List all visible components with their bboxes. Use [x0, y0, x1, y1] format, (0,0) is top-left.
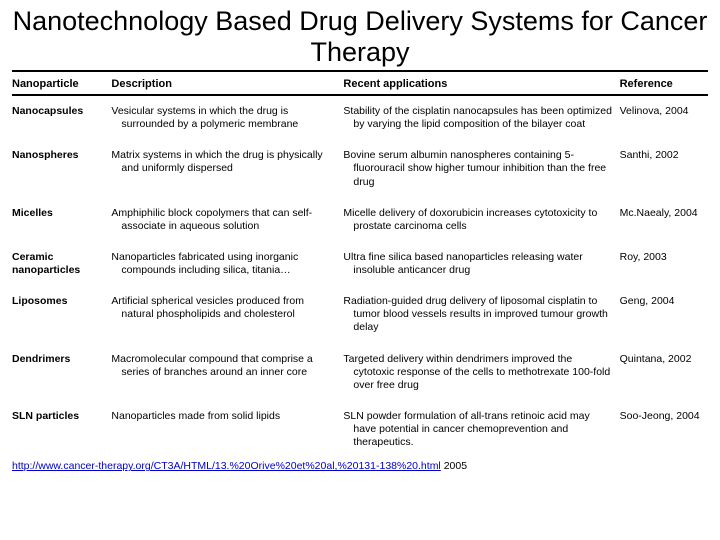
cell-reference: Mc.Naealy, 2004: [620, 198, 708, 242]
cell-nanoparticle: Ceramic nanoparticles: [12, 242, 111, 286]
table-row: Nanocapsules Vesicular systems in which …: [12, 95, 708, 140]
title-rule: [12, 70, 708, 72]
cell-nanoparticle: Micelles: [12, 198, 111, 242]
cell-nanoparticle: SLN particles: [12, 401, 111, 458]
cell-applications: Micelle delivery of doxorubicin increase…: [343, 198, 619, 242]
table-row: Liposomes Artificial spherical vesicles …: [12, 286, 708, 343]
cell-reference: Soo-Jeong, 2004: [620, 401, 708, 458]
table-row: Ceramic nanoparticles Nanoparticles fabr…: [12, 242, 708, 286]
source-link[interactable]: http://www.cancer-therapy.org/CT3A/HTML/…: [12, 460, 441, 472]
col-header-nanoparticle: Nanoparticle: [12, 76, 111, 95]
cell-description: Nanoparticles fabricated using inorganic…: [111, 242, 343, 286]
table-row: Dendrimers Macromolecular compound that …: [12, 344, 708, 401]
table-row: SLN particles Nanoparticles made from so…: [12, 401, 708, 458]
footer-year: 2005: [444, 460, 467, 472]
table-header-row: Nanoparticle Description Recent applicat…: [12, 76, 708, 95]
nanoparticle-table: Nanoparticle Description Recent applicat…: [12, 76, 708, 458]
cell-nanoparticle: Dendrimers: [12, 344, 111, 401]
table-row: Micelles Amphiphilic block copolymers th…: [12, 198, 708, 242]
cell-nanoparticle: Nanospheres: [12, 140, 111, 197]
cell-description: Vesicular systems in which the drug is s…: [111, 95, 343, 140]
cell-applications: Ultra fine silica based nanoparticles re…: [343, 242, 619, 286]
col-header-description: Description: [111, 76, 343, 95]
page-title: Nanotechnology Based Drug Delivery Syste…: [12, 6, 708, 68]
cell-nanoparticle: Nanocapsules: [12, 95, 111, 140]
cell-reference: Santhi, 2002: [620, 140, 708, 197]
cell-description: Nanoparticles made from solid lipids: [111, 401, 343, 458]
cell-reference: Velinova, 2004: [620, 95, 708, 140]
cell-reference: Roy, 2003: [620, 242, 708, 286]
col-header-applications: Recent applications: [343, 76, 619, 95]
cell-applications: SLN powder formulation of all-trans reti…: [343, 401, 619, 458]
footer: http://www.cancer-therapy.org/CT3A/HTML/…: [12, 460, 708, 472]
cell-description: Artificial spherical vesicles produced f…: [111, 286, 343, 343]
cell-applications: Radiation-guided drug delivery of liposo…: [343, 286, 619, 343]
cell-description: Amphiphilic block copolymers that can se…: [111, 198, 343, 242]
cell-description: Macromolecular compound that comprise a …: [111, 344, 343, 401]
cell-applications: Bovine serum albumin nanospheres contain…: [343, 140, 619, 197]
cell-reference: Quintana, 2002: [620, 344, 708, 401]
cell-nanoparticle: Liposomes: [12, 286, 111, 343]
table-row: Nanospheres Matrix systems in which the …: [12, 140, 708, 197]
cell-reference: Geng, 2004: [620, 286, 708, 343]
slide: Nanotechnology Based Drug Delivery Syste…: [0, 0, 720, 540]
cell-applications: Stability of the cisplatin nanocapsules …: [343, 95, 619, 140]
cell-applications: Targeted delivery within dendrimers impr…: [343, 344, 619, 401]
cell-description: Matrix systems in which the drug is phys…: [111, 140, 343, 197]
col-header-reference: Reference: [620, 76, 708, 95]
